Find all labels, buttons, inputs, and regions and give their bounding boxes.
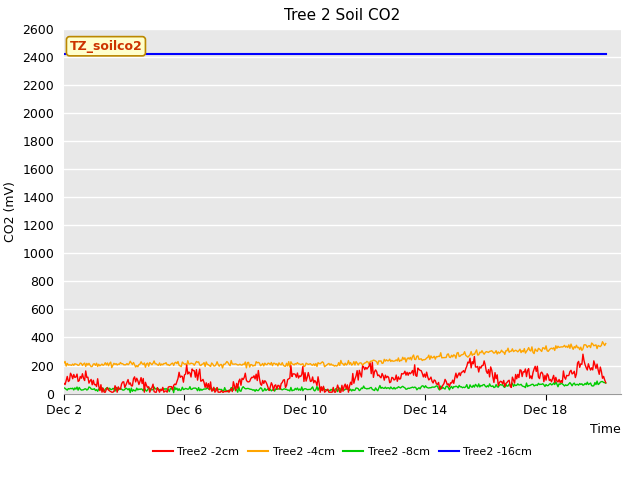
Y-axis label: CO2 (mV): CO2 (mV) — [4, 181, 17, 241]
X-axis label: Time: Time — [590, 422, 621, 435]
Title: Tree 2 Soil CO2: Tree 2 Soil CO2 — [284, 9, 401, 24]
Legend: Tree2 -2cm, Tree2 -4cm, Tree2 -8cm, Tree2 -16cm: Tree2 -2cm, Tree2 -4cm, Tree2 -8cm, Tree… — [148, 443, 536, 462]
Text: TZ_soilco2: TZ_soilco2 — [70, 40, 142, 53]
